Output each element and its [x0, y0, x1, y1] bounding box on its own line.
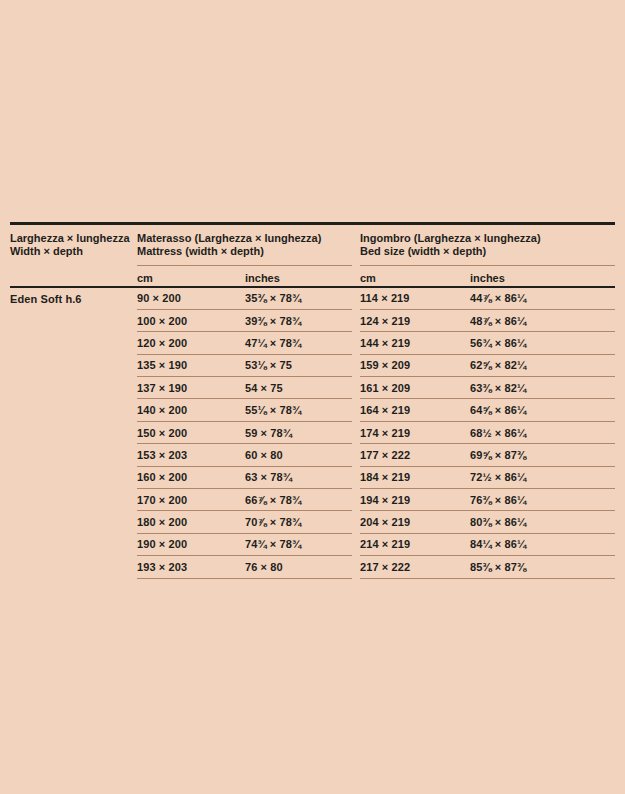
bed-inches-cell: 85⅜ × 87⅜	[470, 561, 526, 573]
mattress-inches-cell: 35⅜ × 78¾	[245, 292, 301, 304]
bed-inches-cell: 68½ × 86¼	[470, 427, 526, 439]
mattress-cm-cell: 193 × 203	[137, 561, 187, 573]
bed-cm-cell: 204 × 219	[360, 516, 410, 528]
bed-cm-cell: 214 × 219	[360, 538, 410, 550]
mattress-inches-cell: 66⅞ × 78¾	[245, 494, 301, 506]
table-row: Eden Soft h.6 90 × 200 35⅜ × 78¾ 114 × 2…	[10, 288, 615, 310]
bed-inches-cell: 56¾ × 86¼	[470, 337, 526, 349]
mattress-inches-cell: 76 × 80	[245, 561, 283, 573]
bed-inches-cell: 44⅞ × 86¼	[470, 292, 526, 304]
table-row: 180 × 200 70⅞ × 78¾ 204 × 219 80⅜ × 86¼	[10, 511, 615, 533]
mattress-inches-cell: 63 × 78¾	[245, 471, 292, 483]
mattress-cm-cell: 170 × 200	[137, 494, 187, 506]
bed-inches-cell: 72½ × 86¼	[470, 471, 526, 483]
table-row: 190 × 200 74¾ × 78¾ 214 × 219 84¼ × 86¼	[10, 534, 615, 556]
mattress-cm-cell: 190 × 200	[137, 538, 187, 550]
table-header-row: Larghezza × lunghezza Width × depth Mate…	[10, 225, 615, 265]
bed-cm-cell: 177 × 222	[360, 449, 410, 461]
mattress-inches-cell: 47¼ × 78¾	[245, 337, 301, 349]
mattress-cm-cell: 120 × 200	[137, 337, 187, 349]
table-row: 137 × 190 54 × 75 161 × 209 63⅜ × 82¼	[10, 377, 615, 399]
bed-cm-cell: 124 × 219	[360, 315, 410, 327]
bed-cm-cell: 144 × 219	[360, 337, 410, 349]
mattress-inches-cell: 59 × 78¾	[245, 427, 292, 439]
bed-inches-cell: 48⅞ × 86¼	[470, 315, 526, 327]
mattress-cm-cell: 137 × 190	[137, 382, 187, 394]
product-name: Eden Soft h.6	[10, 293, 82, 305]
bed-cm-cell: 159 × 209	[360, 359, 410, 371]
mattress-cm-cell: 140 × 200	[137, 404, 187, 416]
table-row: 160 × 200 63 × 78¾ 184 × 219 72½ × 86¼	[10, 467, 615, 489]
subheader-bed-cm: cm	[360, 267, 470, 284]
top-margin	[0, 0, 625, 222]
bed-inches-cell: 84¼ × 86¼	[470, 538, 526, 550]
mattress-inches-cell: 39⅜ × 78¾	[245, 315, 301, 327]
size-chart: Larghezza × lunghezza Width × depth Mate…	[0, 222, 625, 579]
subheader-bed-inches: inches	[470, 267, 615, 284]
bed-inches-cell: 69⅝ × 87⅜	[470, 449, 526, 461]
table-row: 193 × 203 76 × 80 217 × 222 85⅜ × 87⅜	[10, 556, 615, 578]
bed-cm-cell: 164 × 219	[360, 404, 410, 416]
mattress-inches-cell: 74¾ × 78¾	[245, 538, 301, 550]
group-header-mattress: Materasso (Larghezza × lunghezza) Mattre…	[137, 232, 321, 259]
subheader-mattress-inches: inches	[245, 267, 352, 284]
bed-cm-cell: 184 × 219	[360, 471, 410, 483]
bed-cm-cell: 174 × 219	[360, 427, 410, 439]
bed-inches-cell: 63⅜ × 82¼	[470, 382, 526, 394]
bed-inches-cell: 62⅝ × 82¼	[470, 359, 526, 371]
table-row: 120 × 200 47¼ × 78¾ 144 × 219 56¾ × 86¼	[10, 332, 615, 354]
bed-cm-cell: 217 × 222	[360, 561, 410, 573]
group-header-bed-size: Ingombro (Larghezza × lunghezza) Bed siz…	[360, 232, 541, 259]
column-header-width-depth: Larghezza × lunghezza Width × depth	[10, 232, 137, 259]
mattress-inches-cell: 60 × 80	[245, 449, 283, 461]
table-subheader-row: cm inches cm inches	[10, 265, 615, 286]
mattress-cm-cell: 90 × 200	[137, 292, 181, 304]
mattress-cm-cell: 153 × 203	[137, 449, 187, 461]
table-row: 140 × 200 55⅛ × 78¾ 164 × 219 64⅝ × 86¼	[10, 399, 615, 421]
mattress-cm-cell: 180 × 200	[137, 516, 187, 528]
bed-inches-cell: 80⅜ × 86¼	[470, 516, 526, 528]
mattress-cm-cell: 160 × 200	[137, 471, 187, 483]
mattress-inches-cell: 53⅛ × 75	[245, 359, 292, 371]
mattress-inches-cell: 70⅞ × 78¾	[245, 516, 301, 528]
table-row: 100 × 200 39⅜ × 78¾ 124 × 219 48⅞ × 86¼	[10, 310, 615, 332]
table-row: 153 × 203 60 × 80 177 × 222 69⅝ × 87⅜	[10, 444, 615, 466]
bed-cm-cell: 161 × 209	[360, 382, 410, 394]
bed-inches-cell: 64⅝ × 86¼	[470, 404, 526, 416]
mattress-inches-cell: 54 × 75	[245, 382, 283, 394]
mattress-cm-cell: 100 × 200	[137, 315, 187, 327]
mattress-inches-cell: 55⅛ × 78¾	[245, 404, 301, 416]
table-row: 170 × 200 66⅞ × 78¾ 194 × 219 76⅜ × 86¼	[10, 489, 615, 511]
table-row: 150 × 200 59 × 78¾ 174 × 219 68½ × 86¼	[10, 422, 615, 444]
mattress-cm-cell: 135 × 190	[137, 359, 187, 371]
table-row: 135 × 190 53⅛ × 75 159 × 209 62⅝ × 82¼	[10, 355, 615, 377]
bed-cm-cell: 194 × 219	[360, 494, 410, 506]
mattress-cm-cell: 150 × 200	[137, 427, 187, 439]
bed-inches-cell: 76⅜ × 86¼	[470, 494, 526, 506]
bed-cm-cell: 114 × 219	[360, 292, 410, 304]
subheader-mattress-cm: cm	[137, 267, 245, 284]
